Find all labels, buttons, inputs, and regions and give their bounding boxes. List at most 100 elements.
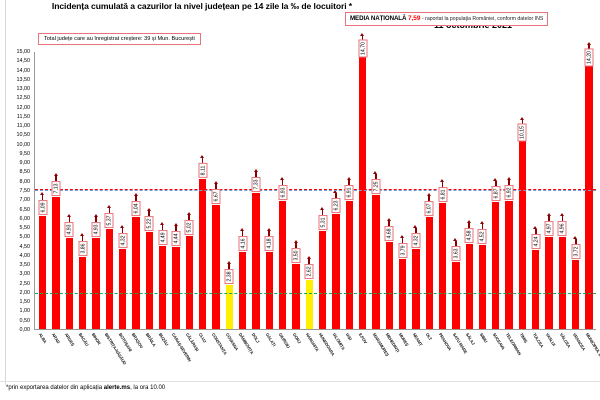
bar-value-label: 6,04 [131,201,141,217]
bar-value-label: 6,92 [504,184,514,200]
bar[interactable] [438,202,447,329]
bar[interactable] [52,196,60,329]
arrow-head [360,32,365,36]
bar[interactable] [65,237,73,329]
arrow-head [53,172,58,176]
bar-column[interactable]: 14,70 [356,32,369,329]
bar[interactable] [292,264,300,329]
bar-column[interactable]: 6,67 [209,52,222,329]
bar-column[interactable]: 4,32 [409,52,422,329]
bar-value-label: 8,11 [198,162,208,178]
bar[interactable] [358,56,367,329]
bar-column[interactable]: 3,63 [449,52,462,329]
bar-column[interactable]: 4,52 [476,52,489,329]
bar[interactable] [132,217,140,329]
bar[interactable] [385,242,393,329]
x-axis-column: ARAD [48,331,61,383]
bar[interactable] [492,201,500,329]
bar[interactable] [318,230,327,329]
bar-column[interactable]: 6,09 [36,52,49,329]
bar-column[interactable]: 2,38 [223,52,236,329]
bar-value-label: 14,70 [358,39,368,58]
bar[interactable] [252,193,260,329]
bar[interactable] [572,260,580,329]
bar[interactable] [425,216,433,329]
bar[interactable] [238,251,247,329]
bar[interactable] [172,246,180,329]
bar[interactable] [545,236,553,329]
bar-value-label: 3,50 [291,248,301,264]
bar[interactable] [198,178,207,329]
bar-column[interactable]: 3,72 [569,52,582,329]
bar[interactable] [412,248,420,329]
bar[interactable] [558,237,567,329]
bar-column[interactable]: 8,11 [196,52,209,329]
bar[interactable] [92,237,100,329]
bar-column[interactable]: 4,49 [156,52,169,329]
bar[interactable] [118,248,127,329]
bar-column[interactable]: 14,20 [582,41,595,329]
y-axis-tick: 3,00 [19,271,31,278]
bar-value-label: 6,09 [38,200,48,216]
bar[interactable] [265,251,273,329]
bar[interactable] [305,280,313,329]
bar[interactable] [185,235,193,329]
bar[interactable] [278,200,287,329]
bar[interactable] [212,205,220,329]
bar-value-label: 4,68 [384,226,394,242]
bar-column[interactable]: 5,37 [103,52,116,329]
bar-column[interactable]: 7,13 [49,52,62,329]
bar-column[interactable]: 3,50 [289,52,302,329]
bar-column[interactable]: 6,81 [436,52,449,329]
bar-column[interactable]: 4,44 [169,52,182,329]
bar-column[interactable]: 7,25 [369,52,382,329]
bar-value-label: 4,49 [158,229,168,245]
bar-column[interactable]: 4,93 [63,52,76,329]
bar[interactable] [585,65,593,329]
bar-column[interactable]: 4,93 [89,52,102,329]
bar-column[interactable]: 7,33 [249,52,262,329]
bar[interactable] [532,250,540,329]
bar-column[interactable]: 2,62 [303,52,316,329]
x-axis-label: CLUJ [197,332,208,344]
bar-column[interactable]: 4,68 [383,52,396,329]
bar-column[interactable]: 4,18 [263,52,276,329]
bar-column[interactable]: 6,91 [343,52,356,329]
bar-column[interactable]: 6,93 [276,52,289,329]
bar-column[interactable]: 10,15 [516,52,529,329]
bar[interactable] [505,200,513,329]
bar[interactable] [225,284,233,329]
bar-column[interactable]: 5,02 [183,52,196,329]
bar[interactable] [372,194,380,329]
bar[interactable] [345,200,353,329]
bar-column[interactable]: 6,07 [423,52,436,329]
bar-column[interactable]: 4,58 [463,52,476,329]
bar[interactable] [332,213,340,329]
x-axis-column: PRAHOVA [436,331,453,383]
bar-column[interactable]: 6,92 [502,52,515,329]
bar-value-label: 4,93 [91,221,101,237]
bar[interactable] [158,245,167,329]
bar[interactable] [39,216,47,329]
bar-column[interactable]: 4,16 [236,52,249,329]
bar-column[interactable]: 4,96 [556,52,569,329]
bar-column[interactable]: 6,87 [489,52,502,329]
bar[interactable] [518,140,527,329]
bar[interactable] [465,244,473,329]
bar-column[interactable]: 4,32 [116,52,129,329]
footnote-app: alerte.ms [103,385,131,391]
bar-column[interactable]: 4,97 [542,52,555,329]
x-axis-column: SĂLAJ [463,331,476,383]
national-average-label: MEDIA NAȚIONALĂ [350,15,407,22]
bar-column[interactable]: 5,22 [143,52,156,329]
bar-column[interactable]: 4,24 [529,52,542,329]
bar[interactable] [452,261,460,329]
bar[interactable] [105,229,113,329]
x-axis-column: MUNICIPIUL BUCUREȘTI [583,331,600,383]
bar-column[interactable]: 5,31 [316,52,329,329]
bar[interactable] [145,232,153,329]
x-axis-column: COVASNA [222,331,239,383]
bar-column[interactable]: 6,04 [129,52,142,329]
bar[interactable] [478,245,487,329]
y-axis-tick: 10,50 [16,132,31,139]
